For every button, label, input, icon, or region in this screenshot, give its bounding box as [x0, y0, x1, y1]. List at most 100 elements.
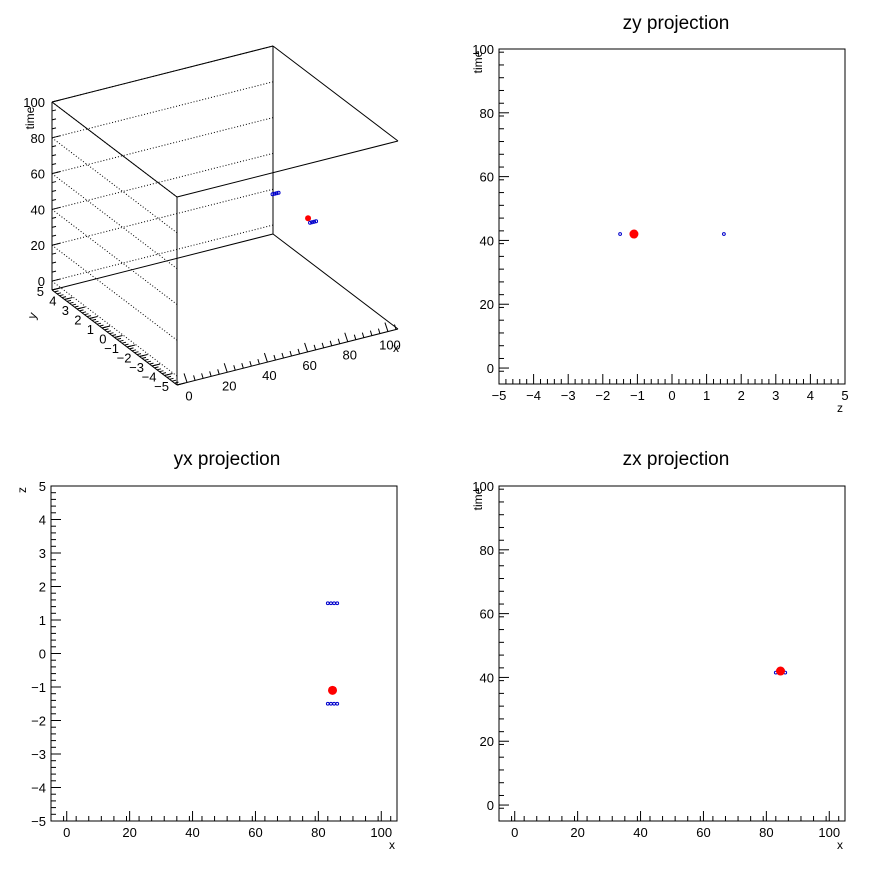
pad-title: yx projection [174, 449, 281, 470]
hit-point [270, 192, 275, 197]
y-tick-label: 60 [480, 170, 494, 185]
box-edge [272, 45, 399, 142]
pad-zy-projection: zy projection −5 −4 −3 −2 −1 0 1 2 3 4 5 0 20 40 60 80 1… [471, 13, 849, 415]
y-tick-label: 5 [37, 284, 44, 299]
y-minor-tick [144, 358, 149, 361]
x-tick [263, 352, 268, 363]
x-minor-tick [369, 330, 373, 336]
x-tick-label: 4 [807, 388, 814, 403]
y-minor-tick [121, 341, 127, 344]
z-minor-tick [51, 270, 57, 273]
axis-title-x: z [837, 401, 843, 415]
z-minor-tick [51, 198, 57, 201]
y-minor-tick [134, 351, 139, 354]
x-tick-label: 100 [370, 825, 392, 840]
z-tick-label: 0 [38, 274, 45, 289]
x-tick-label: 60 [696, 825, 710, 840]
x-minor-tick [241, 363, 244, 369]
x-tick-label: −1 [630, 388, 645, 403]
y-minor-tick [164, 374, 169, 376]
y-tick-label: 5 [39, 479, 46, 494]
y-tick-label: 40 [480, 670, 494, 685]
hit-point [335, 601, 340, 606]
y-minor-tick [111, 334, 117, 337]
x-tick-label: 100 [379, 338, 401, 353]
x-tick-label: 0 [511, 825, 518, 840]
x-tick-label: 80 [343, 348, 357, 363]
axis-title-y: time [471, 50, 485, 73]
axis-title-x: x [389, 838, 395, 852]
x-tick [304, 342, 309, 353]
y-minor-tick [69, 301, 74, 304]
y-tick-label: 3 [39, 546, 46, 561]
x-tick-label: 60 [248, 825, 262, 840]
y-minor-tick [101, 326, 107, 329]
pad-title: zy projection [623, 13, 730, 34]
y-tick-label: 0 [487, 798, 494, 813]
y-minor-tick [61, 296, 67, 299]
y-tick-label: 4 [39, 513, 46, 528]
x-tick [223, 363, 228, 373]
x-minor-tick [273, 354, 276, 361]
plot-markers [618, 229, 726, 239]
x-tick-label: 100 [818, 825, 840, 840]
plot-markers [325, 601, 340, 706]
axis-title-x: x [837, 838, 843, 852]
pad-3d-view: 020406080100−5−4−3−2−1012345020406080100… [23, 45, 401, 403]
axis-title-y: z [15, 487, 29, 493]
y-minor-tick [81, 311, 87, 314]
y-tick-label: 20 [480, 734, 494, 749]
pad-title: zx projection [623, 449, 730, 470]
y-minor-tick [79, 309, 84, 312]
x-tick-label: −5 [492, 388, 507, 403]
y-minor-tick [84, 313, 89, 316]
y-tick-label: 0 [99, 332, 106, 347]
y-minor-tick [149, 362, 154, 365]
y-tick-label: 60 [480, 607, 494, 622]
y-tick-label: −1 [31, 680, 46, 695]
plot-markers [270, 190, 319, 225]
y-minor-tick [116, 337, 122, 340]
box-edge [176, 328, 399, 386]
x-minor-tick [377, 328, 381, 334]
x-tick-label: 60 [302, 358, 316, 373]
y-tick-label: −4 [31, 781, 46, 796]
y-tick-label: 1 [39, 613, 46, 628]
x-minor-tick [313, 344, 317, 351]
hit-point [308, 220, 313, 225]
pad-yx-projection: yx projection 0 20 40 60 80 100 −5 −4 −3 −2 −1 0 1 2 3… [15, 449, 398, 852]
y-tick-label: 3 [62, 303, 69, 318]
hit-point [722, 232, 726, 236]
y-tick-label: 1 [87, 322, 94, 337]
x-minor-tick [361, 332, 365, 338]
x-tick [183, 373, 188, 383]
y-minor-tick [139, 355, 144, 357]
y-tick-label: −3 [31, 747, 46, 762]
y-minor-tick [166, 375, 172, 378]
box-edge [272, 233, 399, 330]
z-minor-tick [51, 145, 57, 148]
x-tick-label: 2 [738, 388, 745, 403]
y-minor-tick [104, 328, 109, 331]
y-tick-label: −5 [154, 379, 169, 394]
z-tick [51, 242, 61, 246]
hit-point [618, 232, 622, 236]
x-minor-tick [329, 340, 333, 346]
x-tick [384, 322, 389, 332]
z-minor-tick [51, 127, 57, 130]
x-tick-label: 40 [633, 825, 647, 840]
y-minor-tick [171, 379, 177, 382]
x-tick-label: 40 [185, 825, 199, 840]
z-minor-tick [51, 261, 57, 264]
y-tick-label: −4 [142, 370, 157, 385]
z-minor-tick [51, 181, 57, 184]
pad-zx-projection: zx projection 0 20 40 60 80 100 0 20 40 60 80 100 x… [471, 449, 846, 852]
x-minor-tick [201, 373, 204, 379]
y-tick-label: −2 [117, 351, 132, 366]
x-minor-tick [193, 375, 196, 381]
plot-frame [498, 485, 846, 822]
z-tick [51, 99, 61, 103]
box-edge [176, 140, 399, 198]
